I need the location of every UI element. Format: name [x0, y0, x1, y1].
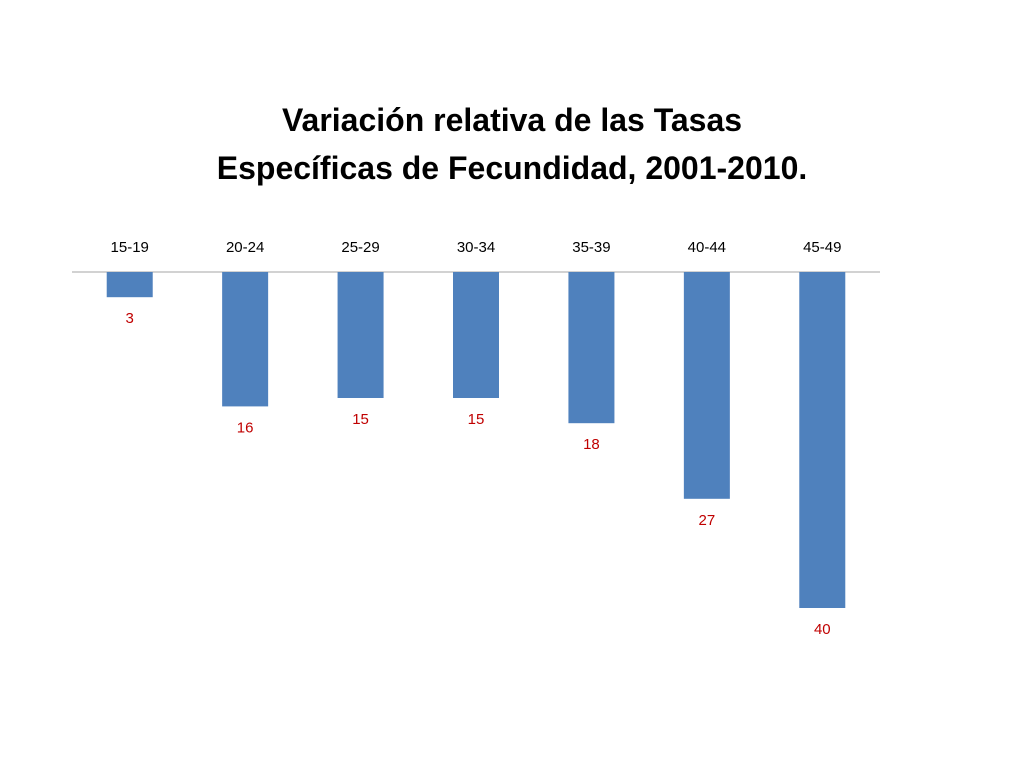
category-tick-label: 40-44	[688, 239, 726, 256]
category-tick-label: 35-39	[572, 239, 610, 256]
category-tick-label: 30-34	[457, 239, 495, 256]
bar-30-34	[453, 272, 499, 398]
data-label: 27	[699, 512, 716, 529]
bar-20-24	[222, 272, 269, 407]
data-label: 16	[237, 419, 254, 436]
bar-25-29	[337, 272, 384, 398]
bar-35-39	[568, 272, 615, 424]
data-label: 3	[126, 310, 134, 327]
bar-40-44	[683, 272, 730, 499]
chart-title: Variación relativa de las Tasas Específi…	[0, 96, 1024, 192]
data-label: 15	[468, 411, 485, 428]
category-tick-label: 15-19	[111, 239, 149, 256]
data-label: 18	[583, 436, 600, 453]
category-tick-label: 45-49	[803, 239, 841, 256]
category-tick-label: 25-29	[341, 239, 379, 256]
chart-title-line-1: Variación relativa de las Tasas	[281, 102, 743, 138]
bar-45-49	[799, 272, 846, 608]
data-label: 15	[352, 411, 369, 428]
category-tick-label: 20-24	[226, 239, 264, 256]
data-label: 40	[814, 621, 831, 638]
chart-title-line-2: Específicas de Fecundidad, 2001-2010.	[216, 150, 808, 186]
bar-15-19	[106, 272, 153, 298]
